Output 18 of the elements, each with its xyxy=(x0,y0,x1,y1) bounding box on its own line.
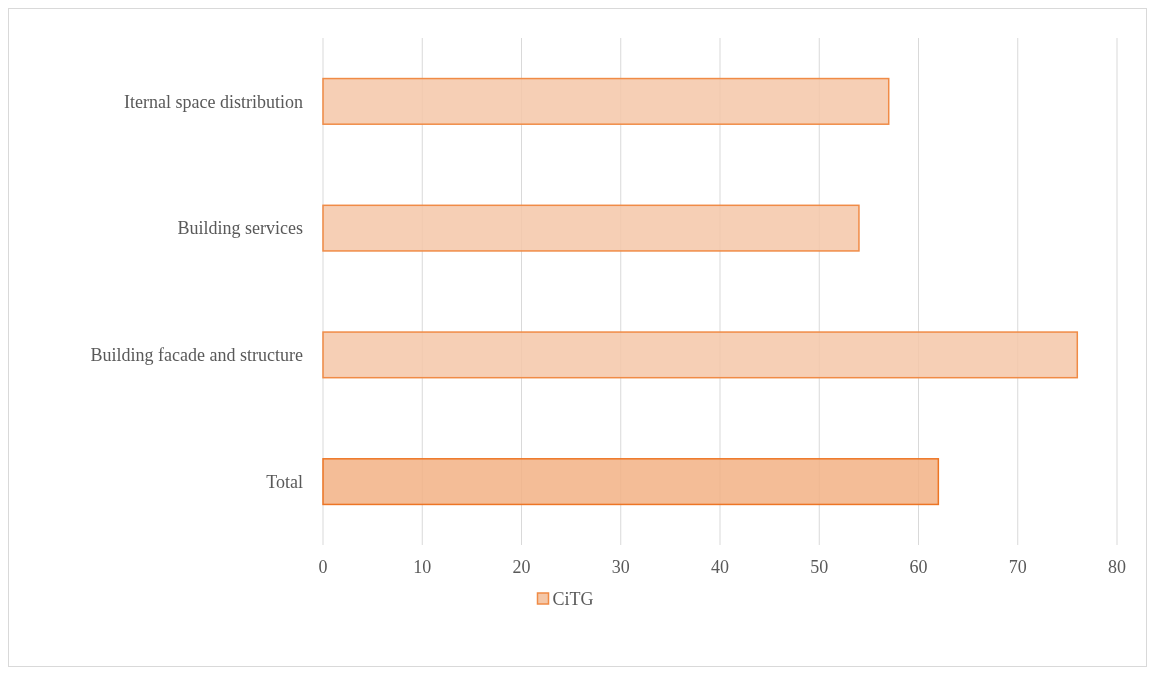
y-tick-label: Iternal space distribution xyxy=(124,91,303,112)
bar xyxy=(322,331,1079,379)
x-tick-label: 70 xyxy=(1008,557,1027,577)
x-tick-label: 40 xyxy=(711,557,729,577)
x-tick-label: 0 xyxy=(318,557,328,577)
x-tick-label: 30 xyxy=(611,557,630,577)
bar xyxy=(322,77,890,125)
y-tick-label: Building services xyxy=(177,218,303,239)
legend-label: CiTG xyxy=(552,589,594,610)
y-tick-label: Total xyxy=(266,471,303,492)
bar xyxy=(322,204,860,252)
x-tick-label: 10 xyxy=(413,557,432,577)
x-tick-label: 80 xyxy=(1108,557,1126,577)
x-tick-label: 50 xyxy=(810,557,829,577)
bar xyxy=(322,458,940,506)
x-tick-label: 60 xyxy=(909,557,928,577)
x-tick-label: 20 xyxy=(512,557,531,577)
y-tick-label: Building facade and structure xyxy=(90,345,303,366)
